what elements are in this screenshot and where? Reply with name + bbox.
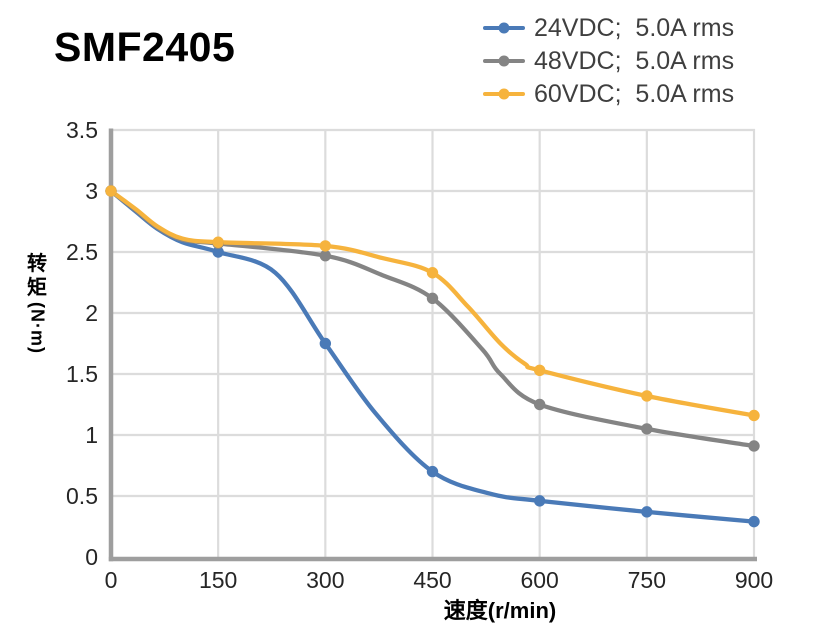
legend-item-60vdc: 60VDC; 5.0A rms <box>483 80 734 108</box>
data-point-marker <box>533 495 546 507</box>
data-point-marker <box>426 465 439 478</box>
data-point-marker <box>641 506 653 518</box>
data-point-marker <box>426 267 439 279</box>
y-axis-title-char: 转 <box>27 253 47 275</box>
line-marker-icon <box>483 22 525 34</box>
legend-label: 60VDC; 5.0A rms <box>534 79 735 108</box>
series-curve-60vdc <box>108 188 757 418</box>
y-axis-title: 转 矩 (N·m) <box>20 252 54 354</box>
data-point-marker <box>212 236 224 248</box>
page-title: SMF2405 <box>54 24 236 70</box>
x-tick-label: 300 <box>306 567 345 593</box>
x-tick-label: 900 <box>734 567 774 593</box>
y-tick-label: 0 <box>85 544 98 570</box>
x-axis-title: 速度(r/min) <box>443 598 557 623</box>
data-point-marker <box>748 440 760 452</box>
y-tick-label: 0.5 <box>66 483 98 509</box>
y-tick-label: 3 <box>85 178 98 204</box>
x-tick-label: 0 <box>104 567 118 593</box>
line-marker-icon <box>483 55 525 67</box>
x-tick-label: 150 <box>198 567 238 593</box>
legend-label: 48VDC; 5.0A rms <box>534 46 735 75</box>
data-point-marker <box>212 246 224 258</box>
x-tick-label: 600 <box>520 567 559 593</box>
y-tick-label: 2 <box>85 300 98 326</box>
data-point-marker <box>533 364 546 377</box>
x-tick-label: 450 <box>413 567 452 593</box>
y-tick-label: 3.5 <box>66 117 98 143</box>
y-tick-label: 1 <box>85 422 98 448</box>
legend: 24VDC; 5.0A rms 48VDC; 5.0A rms 60VDC; 5… <box>483 14 734 108</box>
y-tick-label: 1.5 <box>66 361 98 387</box>
data-point-marker <box>426 292 439 305</box>
data-point-marker <box>319 240 332 252</box>
y-tick-label: 2.5 <box>66 239 98 265</box>
data-point-marker <box>748 515 760 528</box>
data-point-marker <box>748 409 760 422</box>
legend-item-24vdc: 24VDC; 5.0A rms <box>483 14 734 42</box>
data-point-marker <box>319 337 332 350</box>
data-point-marker <box>319 249 332 262</box>
legend-label: 24VDC; 5.0A rms <box>534 13 735 42</box>
y-axis-title-unit: (N·m) <box>27 302 48 354</box>
y-axis-title-char: 矩 <box>27 277 47 299</box>
data-point-marker <box>533 398 546 411</box>
data-point-marker <box>641 423 653 435</box>
line-marker-icon <box>483 88 525 100</box>
data-point-marker <box>105 185 117 197</box>
legend-item-48vdc: 48VDC; 5.0A rms <box>483 47 734 75</box>
data-point-marker <box>641 390 653 402</box>
x-tick-label: 750 <box>627 567 667 593</box>
